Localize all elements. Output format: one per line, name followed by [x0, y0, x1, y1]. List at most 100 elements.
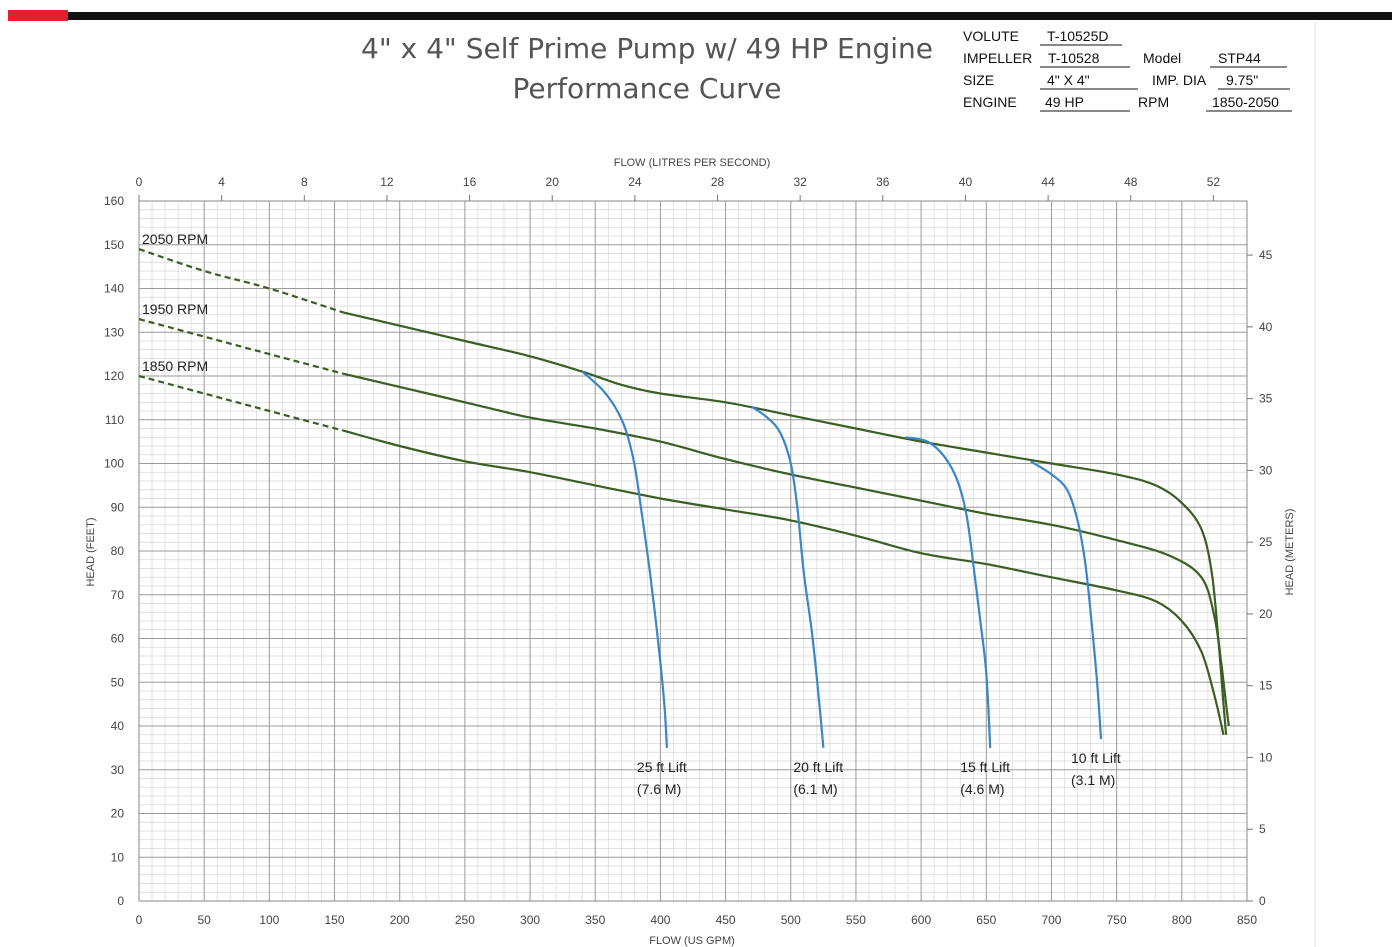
- y-tick-label: 150: [104, 238, 124, 252]
- top-tick-label: 44: [1041, 175, 1055, 189]
- left-axis-title: HEAD (FEET): [85, 517, 97, 586]
- engine-value: 49 HP: [1045, 94, 1084, 110]
- top-tick-label: 0: [136, 175, 143, 189]
- top-tick-label: 16: [463, 175, 477, 189]
- x-tick-label: 400: [650, 913, 670, 927]
- x-tick-label: 250: [455, 913, 475, 927]
- rpm-curve-dashed-2050-rpm: [138, 248, 345, 314]
- lift-curve-10-ft-lift: [1030, 460, 1103, 740]
- volute-value: T-10525D: [1047, 28, 1108, 44]
- x-tick-label: 100: [259, 913, 279, 927]
- x-tick-label: 50: [197, 913, 211, 927]
- lift-sublabel-20-ft-lift: (6.1 M): [793, 781, 837, 797]
- y-tick-label: 100: [104, 457, 124, 471]
- top-tick-label: 20: [546, 175, 560, 189]
- lift-label-25-ft-lift: 25 ft Lift: [637, 759, 687, 775]
- top-tick-label: 52: [1207, 175, 1221, 189]
- top-tick-label: 28: [711, 175, 725, 189]
- x-tick-label: 300: [520, 913, 540, 927]
- y-tick-label: 160: [104, 194, 124, 208]
- rpm-curve-2050-rpm: [343, 311, 1228, 735]
- bottom-axis-title: FLOW (US GPM): [649, 935, 735, 947]
- rpm-label-1850-rpm: 1850 RPM: [142, 358, 208, 374]
- x-tick-label: 800: [1172, 913, 1192, 927]
- right-tick-label: 0: [1259, 894, 1266, 908]
- chart-title-line1: 4" x 4" Self Prime Pump w/ 49 HP Engine: [361, 32, 933, 65]
- rpm-label: RPM: [1138, 94, 1169, 110]
- x-tick-label: 700: [1041, 913, 1061, 927]
- spec-table: VOLUTE T-10525D IMPELLER T-10528 Model S…: [963, 28, 1292, 112]
- x-tick-label: 150: [325, 913, 345, 927]
- x-tick-label: 750: [1107, 913, 1127, 927]
- x-tick-label: 650: [976, 913, 996, 927]
- top-tick-label: 12: [380, 175, 394, 189]
- model-label: Model: [1143, 50, 1181, 66]
- model-value: STP44: [1218, 50, 1261, 66]
- lift-sublabel-25-ft-lift: (7.6 M): [637, 781, 681, 797]
- y-tick-label: 130: [104, 325, 124, 339]
- y-tick-label: 20: [111, 807, 125, 821]
- rpm-curve-1950-rpm: [343, 372, 1230, 727]
- volute-label: VOLUTE: [963, 28, 1019, 44]
- top-tick-label: 24: [628, 175, 642, 189]
- impeller-label: IMPELLER: [963, 50, 1032, 66]
- grid: [138, 200, 1248, 902]
- y-tick-label: 90: [111, 500, 125, 514]
- x-tick-label: 200: [390, 913, 410, 927]
- lift-label-15-ft-lift: 15 ft Lift: [960, 759, 1010, 775]
- right-tick-label: 5: [1259, 822, 1266, 836]
- top-tick-label: 48: [1124, 175, 1138, 189]
- impdia-value: 9.75": [1226, 72, 1258, 88]
- rpm-curve-dashed-1850-rpm: [138, 374, 344, 432]
- y-tick-label: 40: [111, 719, 125, 733]
- y-tick-label: 60: [111, 632, 125, 646]
- chart-title-line2: Performance Curve: [513, 72, 782, 105]
- rpm-label-1950-rpm: 1950 RPM: [142, 301, 208, 317]
- right-tick-label: 40: [1259, 320, 1273, 334]
- plot-frame: [138, 200, 1248, 902]
- lift-sublabel-10-ft-lift: (3.1 M): [1071, 772, 1115, 788]
- x-tick-label: 350: [585, 913, 605, 927]
- y-tick-label: 140: [104, 282, 124, 296]
- y-tick-label: 70: [111, 588, 125, 602]
- top-tick-label: 4: [218, 175, 225, 189]
- lift-curve-15-ft-lift: [905, 436, 992, 748]
- x-tick-label: 0: [136, 913, 143, 927]
- rpm-curve-dashed-1950-rpm: [138, 318, 344, 375]
- top-tick-label: 8: [301, 175, 308, 189]
- rpm-label-2050-rpm: 2050 RPM: [142, 231, 208, 247]
- y-tick-label: 80: [111, 544, 125, 558]
- lift-sublabel-15-ft-lift: (4.6 M): [960, 781, 1004, 797]
- lift-label-20-ft-lift: 20 ft Lift: [793, 759, 843, 775]
- rpm-value: 1850-2050: [1212, 94, 1279, 110]
- impeller-value: T-10528: [1048, 50, 1100, 66]
- size-value: 4" X 4": [1047, 72, 1090, 88]
- lift-label-10-ft-lift: 10 ft Lift: [1071, 750, 1121, 766]
- x-tick-label: 600: [911, 913, 931, 927]
- top-tick-label: 40: [959, 175, 973, 189]
- x-tick-label: 450: [716, 913, 736, 927]
- x-tick-label: 550: [846, 913, 866, 927]
- accent-red-bar: [8, 10, 68, 21]
- y-tick-label: 0: [117, 894, 124, 908]
- curves: 2050 RPM 1950 RPM 1850 RPM 25 ft Lift (7.6 M…: [138, 231, 1230, 797]
- top-tick-label: 32: [793, 175, 807, 189]
- y-tick-label: 110: [105, 413, 124, 427]
- right-tick-label: 45: [1259, 248, 1273, 262]
- right-tick-label: 25: [1259, 535, 1273, 549]
- rpm-curve-1850-rpm: [343, 429, 1225, 736]
- top-tick-label: 36: [876, 175, 890, 189]
- header-black-bar: [68, 12, 1392, 20]
- y-tick-label: 120: [104, 369, 124, 383]
- top-axis-title: FLOW (LITRES PER SECOND): [614, 157, 770, 169]
- lift-curve-20-ft-lift: [751, 405, 825, 749]
- lift-curve-25-ft-lift: [581, 370, 668, 748]
- right-tick-label: 35: [1259, 392, 1273, 406]
- size-label: SIZE: [963, 72, 994, 88]
- tick-labels: 0 50 100 150 200 250 300 350 400 450 500 550 600 650 7…: [104, 175, 1273, 927]
- x-tick-label: 850: [1237, 913, 1257, 927]
- right-tick-label: 20: [1259, 607, 1273, 621]
- right-axis-title: HEAD (METERS): [1284, 509, 1296, 596]
- engine-label: ENGINE: [963, 94, 1017, 110]
